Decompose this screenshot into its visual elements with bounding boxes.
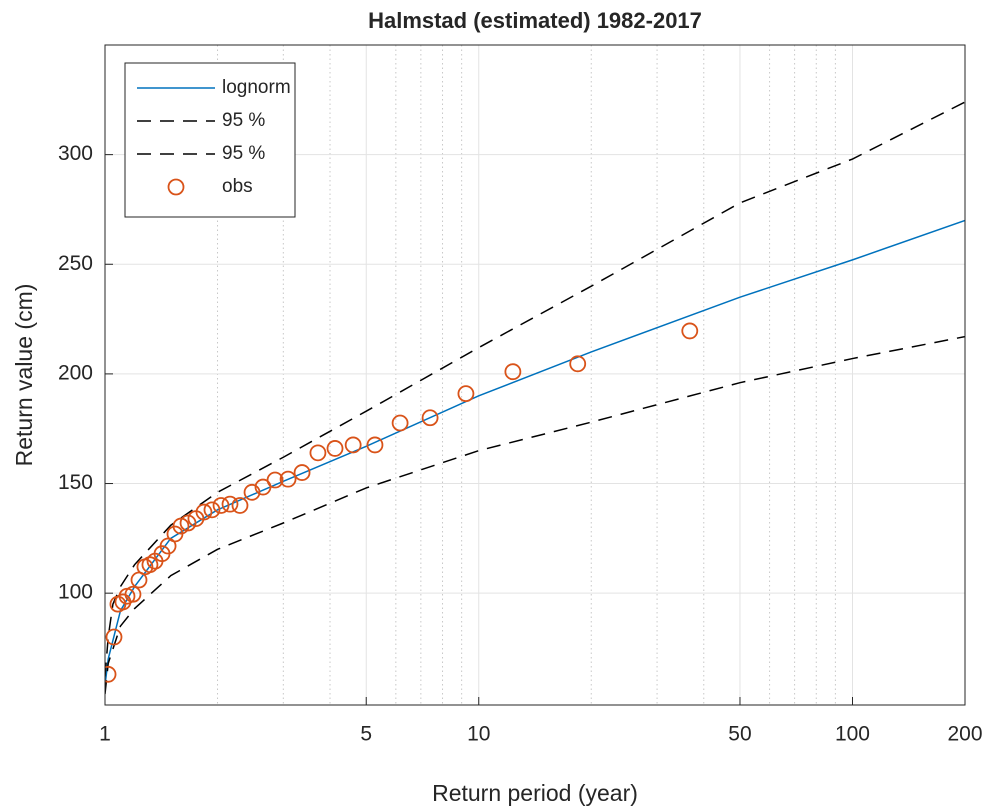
x-tick-label: 100: [835, 723, 870, 746]
legend-marker: [167, 178, 185, 196]
obs-point: [221, 495, 239, 513]
obs-point: [366, 436, 384, 454]
obs-point: [212, 497, 230, 514]
obs-point: [179, 514, 197, 532]
plot-area: [105, 101, 965, 695]
x-tick-label: 200: [947, 723, 982, 746]
obs-point: [326, 440, 344, 457]
obs-point: [105, 665, 117, 683]
x-tick-label: 1: [99, 723, 111, 746]
obs-point: [243, 483, 261, 501]
obs-point: [195, 503, 213, 521]
y-tick-label: 250: [58, 252, 93, 275]
obs-point: [231, 497, 249, 514]
x-tick-label: 5: [360, 723, 372, 746]
obs-point: [266, 471, 284, 489]
obs-point: [293, 464, 311, 481]
obs-point: [141, 556, 159, 574]
x-tick-label: 50: [728, 723, 751, 746]
obs-point: [344, 436, 362, 454]
obs-point: [569, 355, 587, 373]
y-tick-label: 100: [58, 581, 93, 604]
obs-point: [421, 409, 439, 427]
y-tick-label: 200: [58, 361, 93, 384]
x-axis-label: Return period (year): [432, 780, 638, 806]
y-axis-label: Return value (cm): [11, 284, 37, 467]
series-line: [105, 101, 965, 677]
obs-point: [504, 363, 522, 381]
obs-point: [124, 585, 142, 603]
obs-point: [391, 414, 409, 432]
legend-label: lognorm: [222, 77, 291, 98]
legend-label: obs: [222, 176, 253, 197]
chart-title: Halmstad (estimated) 1982-2017: [368, 8, 702, 33]
obs-point: [309, 444, 327, 462]
axes-box: [104, 44, 966, 706]
y-tick-label: 300: [58, 142, 93, 165]
x-tick-label: 10: [467, 723, 490, 746]
obs-point: [681, 322, 699, 340]
legend-label: 95 %: [222, 143, 265, 164]
legend-label: 95 %: [222, 110, 265, 131]
obs-point: [203, 501, 221, 519]
obs-point: [457, 385, 475, 403]
obs-point: [279, 470, 297, 488]
obs-point: [105, 628, 123, 646]
y-tick-label: 150: [58, 471, 93, 494]
series-line: [105, 335, 965, 695]
